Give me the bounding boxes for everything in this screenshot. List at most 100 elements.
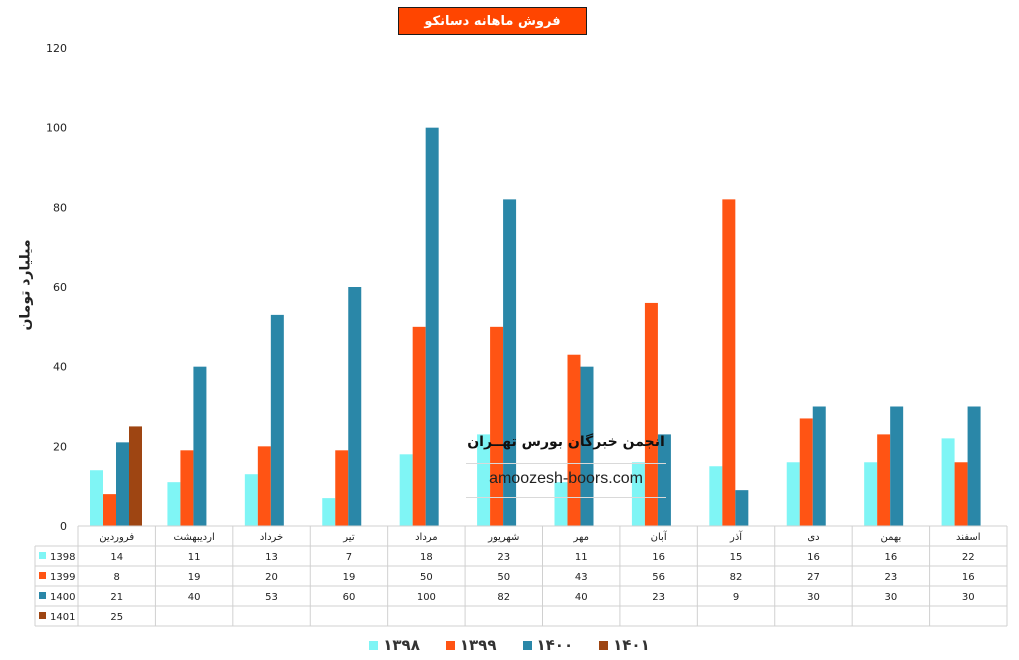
bar-1400-8 xyxy=(657,434,671,526)
table-key-1401 xyxy=(39,612,46,619)
table-value-1399-10: 27 xyxy=(807,572,820,583)
category-label: تیر xyxy=(342,532,355,543)
table-value-1400-2: 40 xyxy=(188,592,201,603)
table-key-1400 xyxy=(39,592,46,599)
bar-1398-9 xyxy=(709,466,723,526)
table-value-1399-4: 19 xyxy=(343,572,356,583)
table-value-1399-5: 50 xyxy=(420,572,433,583)
y-tick-label: 0 xyxy=(60,520,67,533)
bar-1398-7 xyxy=(554,482,568,526)
table-series-label-1399: 1399 xyxy=(50,572,75,583)
bar-1398-1 xyxy=(90,470,103,526)
legend-swatch-1398 xyxy=(369,640,379,650)
y-tick-label: 120 xyxy=(46,42,67,55)
bar-1400-1 xyxy=(116,442,129,526)
category-label: فروردین xyxy=(99,532,134,543)
y-tick-label: 60 xyxy=(53,281,67,294)
watermark: انجمن خبرگان بورس تهــران amoozesh-boors… xyxy=(466,428,666,500)
bar-1398-10 xyxy=(786,462,800,526)
watermark-bottom-line xyxy=(466,497,666,498)
table-value-1400-1: 21 xyxy=(110,592,123,603)
table-value-1399-8: 56 xyxy=(652,572,665,583)
table-value-1398-1: 14 xyxy=(110,552,123,563)
bar-1400-2 xyxy=(193,366,207,526)
table-value-1399-9: 82 xyxy=(730,572,743,583)
table-value-1401-1: 25 xyxy=(110,612,123,623)
table-value-1398-7: 11 xyxy=(575,552,588,563)
category-label: دی xyxy=(807,532,819,543)
legend-label-1398: ۱۳۹۸ xyxy=(383,636,420,654)
table-value-1400-9: 9 xyxy=(733,592,739,603)
table-key-1399 xyxy=(39,572,46,579)
legend-item-1398: ۱۳۹۸ xyxy=(369,636,420,654)
legend-label-1400: ۱۴۰۰ xyxy=(536,636,574,654)
table-value-1400-11: 30 xyxy=(885,592,898,603)
bar-1398-12 xyxy=(941,438,955,526)
table-value-1398-10: 16 xyxy=(807,552,820,563)
bar-1399-9 xyxy=(722,199,736,526)
bar-1400-10 xyxy=(812,406,826,526)
bar-1399-2 xyxy=(180,450,194,526)
bar-1398-6 xyxy=(477,434,491,526)
y-tick-label: 40 xyxy=(53,361,67,374)
category-label: مرداد xyxy=(415,532,438,543)
bar-1400-4 xyxy=(348,287,362,526)
table-value-1400-6: 82 xyxy=(497,592,510,603)
table-value-1398-4: 7 xyxy=(346,552,352,563)
bar-1399-5 xyxy=(412,326,426,526)
table-value-1398-5: 18 xyxy=(420,552,433,563)
table-value-1400-8: 23 xyxy=(652,592,665,603)
table-value-1398-12: 22 xyxy=(962,552,975,563)
legend-swatch-1401 xyxy=(599,640,609,650)
table-key-1398 xyxy=(39,552,46,559)
legend-swatch-1400 xyxy=(522,640,532,650)
bar-1398-3 xyxy=(244,474,258,526)
legend-item-1401: ۱۴۰۱ xyxy=(599,636,650,654)
table-value-1398-11: 16 xyxy=(885,552,898,563)
table-value-1399-7: 43 xyxy=(575,572,588,583)
category-label: مهر xyxy=(572,532,588,543)
bar-1399-12 xyxy=(954,462,968,526)
legend-item-1400: ۱۴۰۰ xyxy=(522,636,574,654)
table-value-1399-11: 23 xyxy=(885,572,898,583)
category-label: بهمن xyxy=(880,532,901,543)
bar-1398-2 xyxy=(167,482,181,526)
bar-1399-6 xyxy=(490,326,504,526)
bar-1399-3 xyxy=(257,446,271,526)
bar-1399-10 xyxy=(799,418,813,526)
bar-1400-5 xyxy=(425,127,439,527)
bar-1399-11 xyxy=(877,434,891,526)
table-value-1399-12: 16 xyxy=(962,572,975,583)
table-value-1399-1: 8 xyxy=(114,572,120,583)
bar-1400-3 xyxy=(270,314,284,526)
table-value-1400-7: 40 xyxy=(575,592,588,603)
bar-1400-7 xyxy=(580,366,594,526)
chart-title: فروش ماهانه دسانکو xyxy=(398,7,587,35)
table-value-1400-3: 53 xyxy=(265,592,278,603)
table-value-1399-3: 20 xyxy=(265,572,278,583)
category-label: اسفند xyxy=(956,532,980,543)
legend-label-1399: ۱۳۹۹ xyxy=(459,636,497,654)
table-value-1400-4: 60 xyxy=(343,592,356,603)
table-value-1398-8: 16 xyxy=(652,552,665,563)
category-label: آبان xyxy=(651,530,668,543)
bar-1401-1 xyxy=(129,426,142,526)
table-series-label-1401: 1401 xyxy=(50,612,75,623)
legend-item-1399: ۱۳۹۹ xyxy=(445,636,497,654)
bar-1398-11 xyxy=(864,462,878,526)
table-series-label-1400: 1400 xyxy=(50,592,75,603)
legend-swatch-1399 xyxy=(445,640,455,650)
bar-1400-12 xyxy=(967,406,981,526)
bar-1400-9 xyxy=(735,490,749,526)
table-value-1398-3: 13 xyxy=(265,552,278,563)
chart-legend: ۱۳۹۸ ۱۳۹۹ ۱۴۰۰ ۱۴۰۱ xyxy=(0,634,1019,656)
bar-1398-5 xyxy=(399,454,413,526)
bar-1399-7 xyxy=(567,354,581,526)
bar-1399-1 xyxy=(103,494,116,526)
category-label: شهریور xyxy=(487,532,519,543)
table-value-1400-10: 30 xyxy=(807,592,820,603)
watermark-top-line xyxy=(466,463,666,464)
legend-label-1401: ۱۴۰۱ xyxy=(613,636,650,654)
watermark-title: انجمن خبرگان بورس تهــران xyxy=(467,434,665,450)
